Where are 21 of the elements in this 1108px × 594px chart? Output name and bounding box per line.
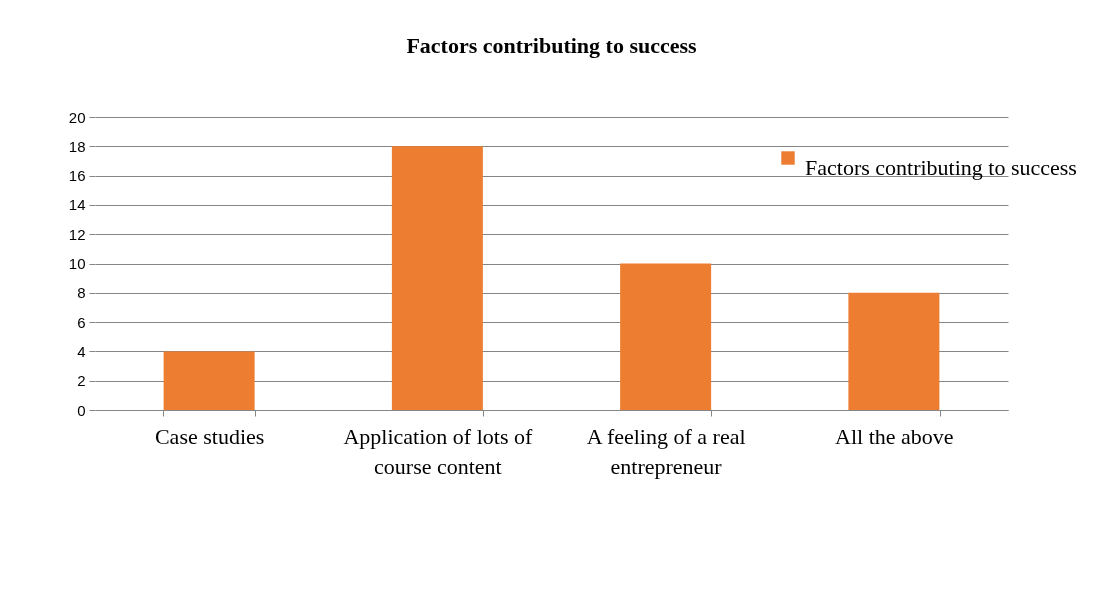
bar: [620, 263, 712, 410]
y-tick-label: 16: [68, 167, 86, 185]
y-tick-label: 20: [68, 108, 86, 126]
y-tick-label: 0: [77, 401, 86, 419]
y-tick-label: 4: [77, 342, 86, 360]
chart-title: Factors contributing to success: [406, 33, 698, 58]
y-tick-label: 12: [68, 225, 86, 243]
x-tick-label: All the above: [835, 423, 954, 449]
bar: [163, 351, 255, 410]
legend-label: Factors contributing to success: [805, 155, 1077, 180]
x-tick-label: Case studies: [154, 423, 265, 449]
bar: [848, 292, 940, 410]
x-tick-label: A feeling of a real entrepreneur: [586, 423, 746, 479]
y-tick-label: 8: [77, 284, 86, 302]
y-tick-label: 18: [68, 137, 86, 155]
x-tick-label: Application of lots of course content: [343, 423, 533, 479]
y-tick-label: 14: [68, 196, 86, 214]
bar: [391, 146, 483, 410]
y-tick-label: 6: [77, 313, 86, 331]
y-tick-label: 10: [68, 255, 86, 272]
y-tick-label: 2: [77, 372, 86, 390]
